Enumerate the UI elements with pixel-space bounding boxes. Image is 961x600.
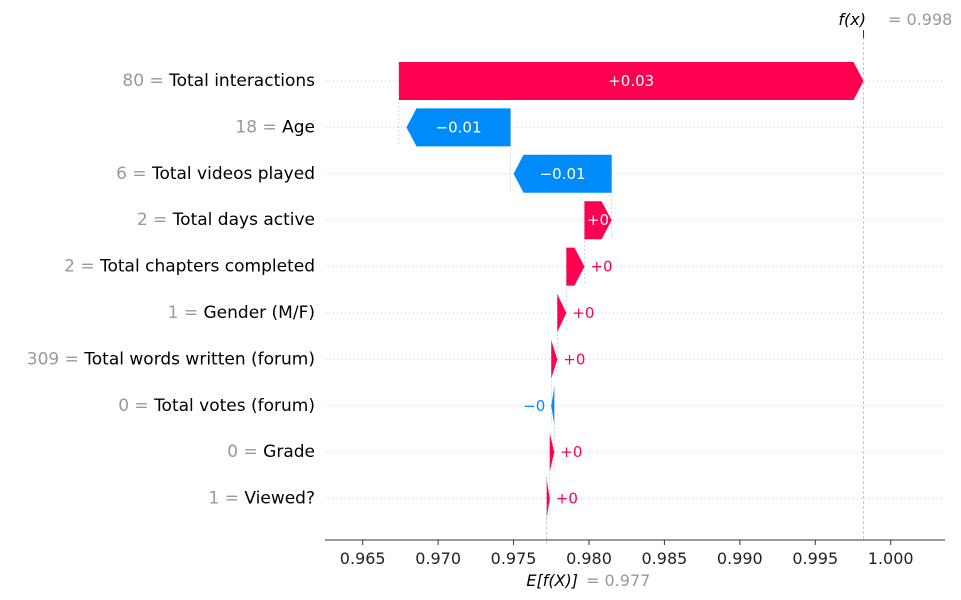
reference-lines <box>398 30 865 544</box>
bars: +0.03 −0.01 −0.01 +0 +0 +0 +0 −0 +0 +0 <box>398 62 864 518</box>
contribution-label: +0.03 <box>608 72 654 90</box>
feature-label: 1 = Viewed? <box>209 489 316 509</box>
feature-name: Viewed? <box>244 489 315 509</box>
feature-name: Total votes (forum) <box>153 396 315 416</box>
feature-labels: 80 = Total interactions 18 = Age 6 = Total… <box>27 71 315 509</box>
feature-name: Age <box>282 117 315 137</box>
contribution-label: −0.01 <box>436 118 482 136</box>
feature-value: 1 = <box>209 489 245 509</box>
bar-positive <box>584 201 612 240</box>
x-tick-label: 0.975 <box>491 549 537 568</box>
feature-name: Grade <box>263 442 315 462</box>
contribution-label: +0 <box>556 490 578 508</box>
bar-negative <box>513 154 612 193</box>
bar-negative <box>406 108 511 147</box>
feature-label: 2 = Total days active <box>137 210 315 230</box>
feature-label: 18 = Age <box>235 117 315 137</box>
contribution-label: +0 <box>560 443 582 461</box>
contribution-label: +0 <box>590 258 612 276</box>
feature-label: 6 = Total videos played <box>116 164 315 184</box>
feature-value: 2 = <box>64 257 100 277</box>
feature-value: 2 = <box>137 210 173 230</box>
contribution-label: +0 <box>587 211 609 229</box>
x-tick-label: 1.000 <box>868 549 914 568</box>
bar-negative <box>551 386 555 425</box>
feature-name: Total interactions <box>168 71 315 91</box>
x-axis: 0.965 0.970 0.975 0.980 0.985 0.990 0.995 1.000 <box>325 539 945 568</box>
feature-name: Total videos played <box>151 164 315 184</box>
bar-positive <box>551 340 558 379</box>
fx-label: f(x) <box>838 10 866 29</box>
feature-value: 0 = <box>118 396 154 416</box>
feature-label: 309 = Total words written (forum) <box>27 349 315 369</box>
feature-value: 309 = <box>27 349 85 369</box>
feature-label: 0 = Grade <box>227 442 315 462</box>
feature-value: 6 = <box>116 164 152 184</box>
efx-label: E[f(X)] <box>526 571 578 590</box>
bar-positive <box>546 479 550 518</box>
feature-value: 80 = <box>122 71 169 91</box>
bar-positive <box>549 433 555 472</box>
contribution-label: −0.01 <box>540 165 586 183</box>
feature-label: 1 = Gender (M/F) <box>168 303 315 323</box>
base-value-text: = 0.977 <box>586 571 650 590</box>
feature-value: 1 = <box>168 303 204 323</box>
bar-positive <box>557 294 567 332</box>
output-value-label: f(x) <box>838 10 866 29</box>
bar-positive <box>398 62 864 100</box>
contribution-label: +0 <box>563 350 585 368</box>
feature-label: 0 = Total votes (forum) <box>118 396 315 416</box>
output-value-text: = 0.998 <box>888 10 952 29</box>
x-tick-label: 0.990 <box>717 549 763 568</box>
x-tick-label: 0.985 <box>642 549 688 568</box>
x-tick-label: 0.995 <box>792 549 838 568</box>
x-tick-label: 0.970 <box>415 549 461 568</box>
feature-name: Total words written (forum) <box>83 349 315 369</box>
x-tick-label: 0.980 <box>566 549 612 568</box>
feature-label: 2 = Total chapters completed <box>64 257 315 277</box>
bar-positive <box>566 247 585 286</box>
feature-name: Total chapters completed <box>99 257 315 277</box>
feature-label: 80 = Total interactions <box>122 71 315 91</box>
feature-value: 0 = <box>227 442 263 462</box>
x-tick-label: 0.965 <box>340 549 386 568</box>
fx-value: = 0.998 <box>888 10 952 29</box>
feature-name: Gender (M/F) <box>204 303 316 323</box>
feature-name: Total days active <box>172 210 315 230</box>
feature-value: 18 = <box>235 117 282 137</box>
efx-value: = 0.977 <box>586 571 650 590</box>
base-value-label: E[f(X)] <box>526 571 578 590</box>
contribution-label: +0 <box>572 304 594 322</box>
contribution-label: −0 <box>523 397 545 415</box>
